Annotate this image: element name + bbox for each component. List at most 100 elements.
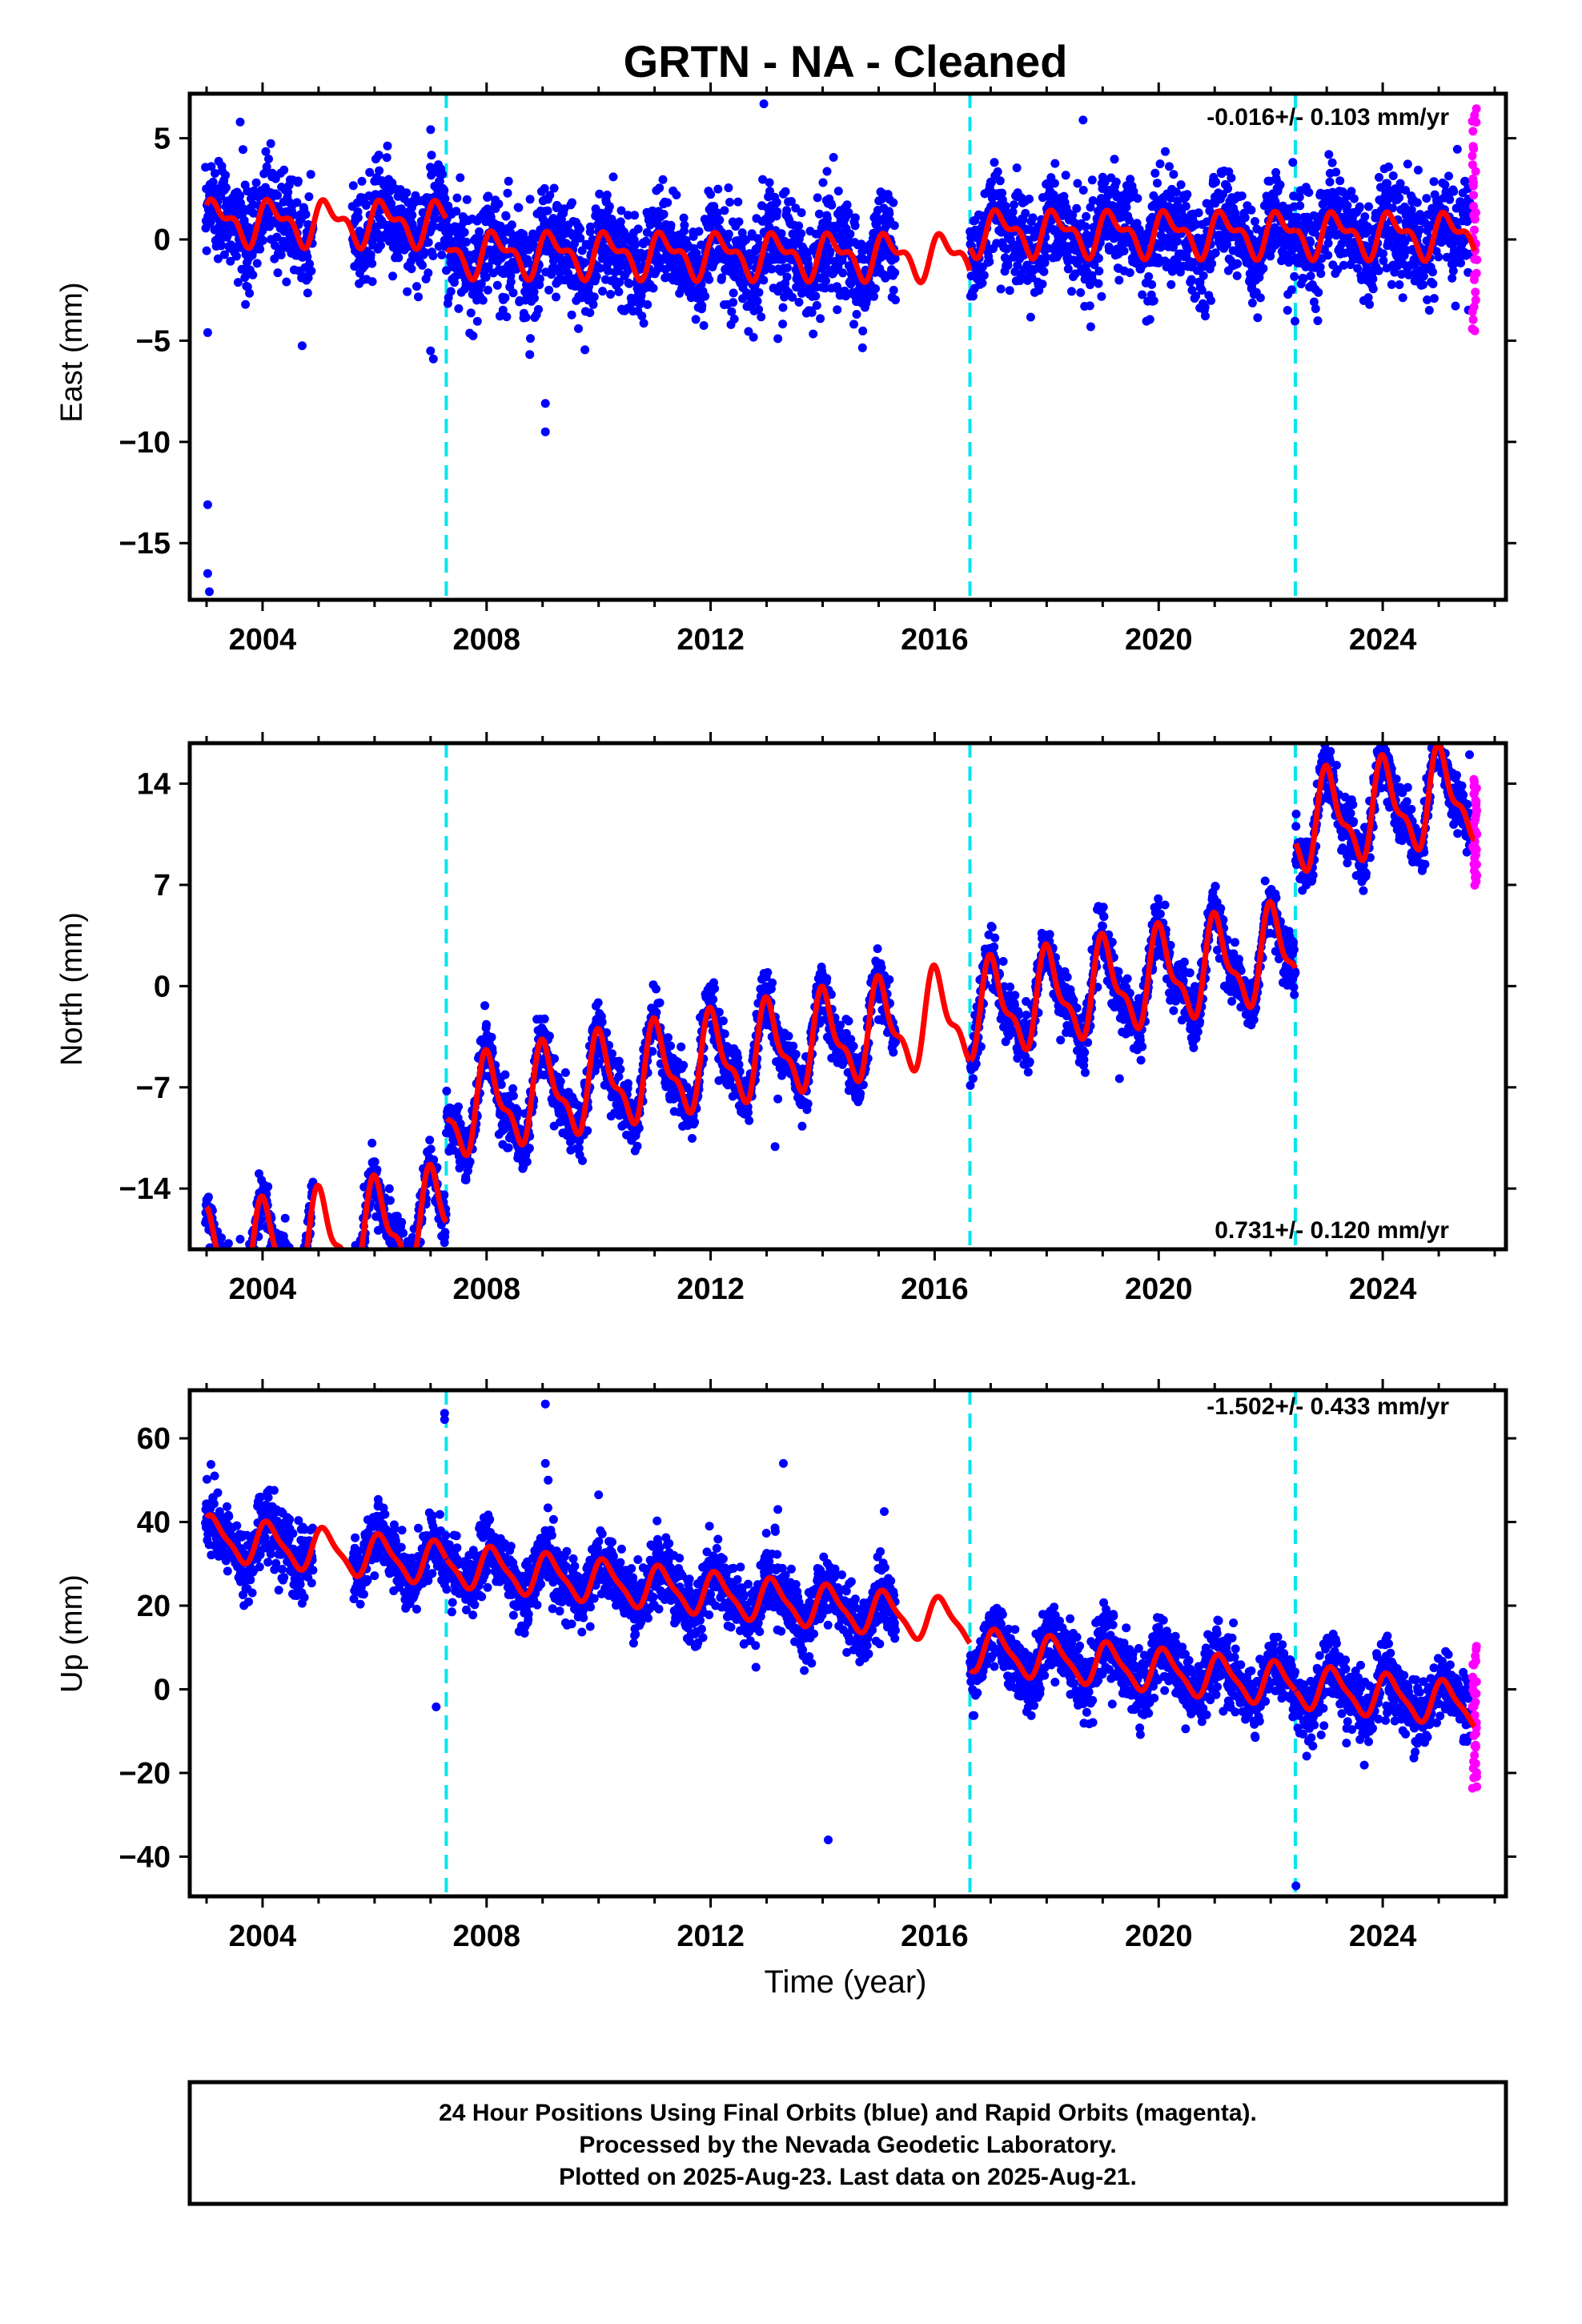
east-data-point (1374, 266, 1383, 275)
north-data-point (246, 1257, 255, 1266)
east-data-point (730, 264, 740, 274)
east-y-axis-label: East (mm) (55, 282, 89, 422)
east-data-point (858, 326, 868, 336)
east-data-point (613, 266, 623, 275)
east-data-point (1413, 165, 1423, 175)
east-data-point (829, 153, 838, 162)
north-data-point (412, 1261, 421, 1270)
east-data-point (1133, 194, 1142, 203)
east-data-point (245, 288, 255, 298)
north-data-point (301, 1259, 310, 1268)
east-rapid-point (1468, 174, 1478, 183)
east-data-point (725, 198, 734, 207)
north-data-point (244, 1256, 253, 1265)
east-data-point (1368, 284, 1378, 294)
east-data-point (1200, 303, 1210, 312)
east-data-point (239, 145, 247, 155)
north-data-point (425, 1136, 435, 1145)
east-data-point (1314, 287, 1323, 297)
east-data-point (1364, 202, 1373, 211)
east-data-point (1306, 271, 1315, 281)
chart-title: GRTN - NA - Cleaned (624, 36, 1068, 86)
east-y-tick-label: −15 (119, 527, 171, 561)
east-data-point (283, 187, 293, 197)
east-data-point (252, 259, 262, 268)
north-data-point (215, 1254, 223, 1263)
north-data-point (348, 1284, 357, 1293)
north-data-point (286, 1256, 295, 1265)
east-data-point (1287, 285, 1296, 295)
east-data-point (1165, 162, 1174, 171)
north-data-point (384, 1184, 394, 1193)
east-data-point (255, 244, 265, 254)
east-data-point (1449, 187, 1459, 196)
east-data-point (699, 321, 709, 330)
east-data-point (353, 213, 363, 223)
north-data-point (349, 1282, 358, 1291)
east-data-point (383, 141, 392, 151)
east-data-point (301, 210, 311, 219)
north-data-point (349, 1272, 358, 1281)
east-data-point (807, 308, 817, 317)
north-data-point (300, 1262, 309, 1271)
north-data-point (399, 1228, 408, 1238)
east-data-point (500, 293, 510, 303)
north-data-point (354, 1302, 363, 1311)
east-data-point (1324, 150, 1334, 159)
north-data-point (243, 1258, 252, 1267)
east-data-point (466, 308, 476, 318)
east-data-point (604, 266, 612, 275)
east-rapid-point (1469, 202, 1479, 211)
east-outlier-point (1283, 306, 1292, 315)
east-data-point (1365, 300, 1375, 309)
east-data-point (1360, 212, 1370, 221)
north-data-point (271, 1261, 279, 1270)
east-data-point (1398, 293, 1407, 303)
north-data-point (219, 1255, 228, 1264)
north-data-point (524, 1144, 534, 1153)
east-data-point (655, 183, 665, 193)
north-data-point (400, 1259, 409, 1268)
east-data-point (1207, 259, 1217, 268)
north-data-point (290, 1263, 299, 1272)
east-data-point (306, 170, 315, 179)
north-data-point (348, 1283, 357, 1292)
north-data-point (219, 1261, 227, 1270)
east-data-point (498, 305, 508, 315)
north-data-point (209, 1256, 218, 1265)
east-outlier-point (540, 427, 550, 436)
north-data-point (397, 1265, 406, 1273)
east-data-point (303, 252, 312, 262)
east-outlier-point (235, 117, 245, 127)
north-data-point (238, 1308, 247, 1317)
north-data-point (350, 1270, 359, 1279)
east-data-point (366, 250, 375, 259)
east-rate-label: -0.016+/- 0.103 mm/yr (1207, 104, 1449, 131)
east-data-point (754, 287, 764, 297)
east-data-point (724, 229, 733, 239)
east-data-point (602, 191, 612, 199)
north-data-point (280, 1264, 289, 1273)
east-data-point (1247, 298, 1257, 308)
east-data-point (1304, 187, 1314, 197)
east-data-point (833, 187, 843, 196)
north-data-point (508, 1091, 518, 1100)
north-data-point (355, 1253, 364, 1262)
east-data-point (1144, 271, 1154, 281)
east-data-point (297, 341, 307, 351)
east-data-point (213, 254, 223, 263)
east-data-point (1259, 263, 1268, 273)
east-data-point (564, 268, 572, 278)
east-data-point (519, 230, 528, 239)
east-data-point (995, 176, 1005, 186)
east-data-point (968, 292, 978, 301)
east-data-point (889, 285, 898, 295)
north-data-point (216, 1260, 225, 1269)
east-data-point (691, 315, 701, 324)
east-data-point (1412, 198, 1422, 207)
east-data-point (367, 277, 377, 287)
east-data-point (576, 233, 585, 243)
east-data-point (596, 263, 604, 273)
east-data-point (567, 310, 576, 320)
east-data-point (891, 296, 900, 304)
